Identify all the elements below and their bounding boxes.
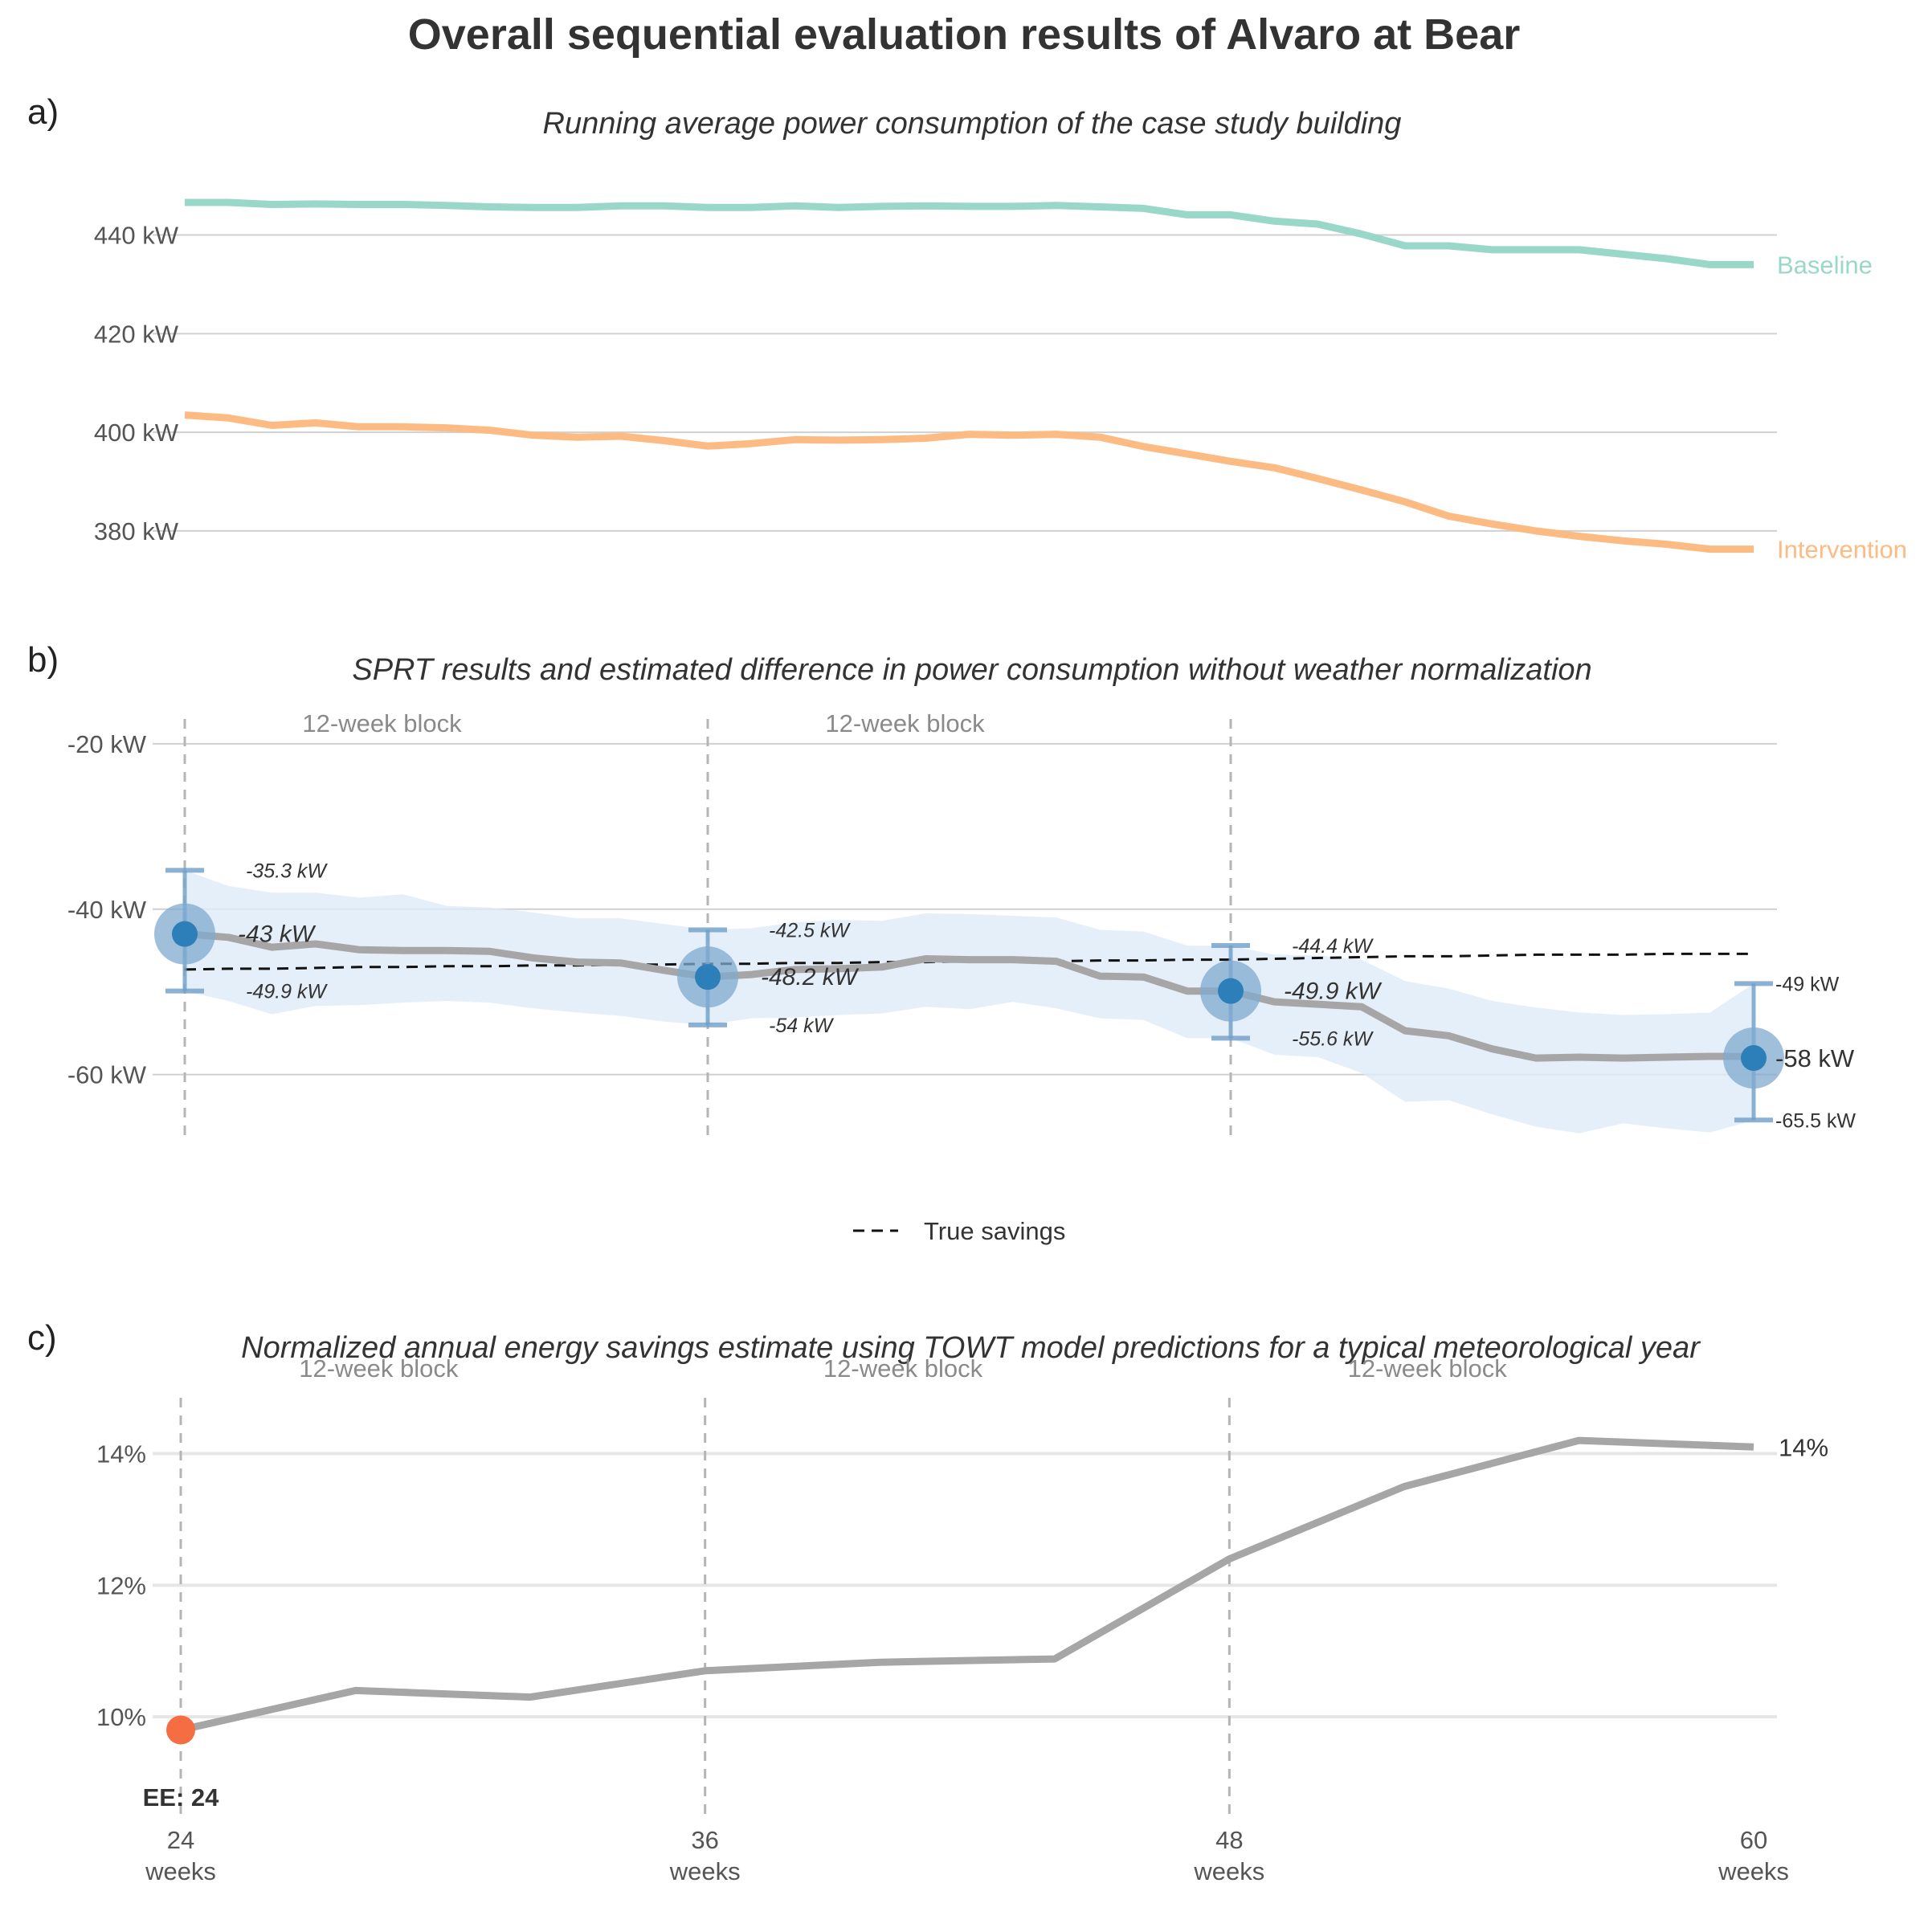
- panel-b-estimate-label: -48.2 kW: [761, 964, 860, 991]
- legend-true-savings-label: True savings: [924, 1217, 1065, 1245]
- panel-b-estimate-label: -43 kW: [238, 921, 317, 948]
- panel-c-normalized-savings: c) Normalized annual energy savings esti…: [27, 1318, 1828, 1885]
- panel-a-series-label-1: Intervention: [1777, 536, 1907, 564]
- panel-c-x-tick-value: 60: [1740, 1826, 1767, 1854]
- panel-b-lower-label: -65.5 kW: [1775, 1109, 1856, 1132]
- panel-b-sprt-results: b) SPRT results and estimated difference…: [27, 640, 1856, 1245]
- panel-b-y-tick-label: -40 kW: [67, 896, 147, 924]
- panel-a-y-tick-label: 440 kW: [94, 222, 179, 250]
- panel-b-y-ticks: -20 kW -40 kW -60 kW: [67, 730, 147, 1089]
- panel-c-y-tick-label: 12%: [96, 1571, 146, 1599]
- panel-c-x-tick-value: 24: [167, 1826, 194, 1854]
- panel-b-point: [172, 921, 198, 947]
- panel-a-power-consumption: a) Running average power consumption of …: [27, 92, 1907, 564]
- panel-b-legend: True savings: [853, 1217, 1065, 1245]
- panel-a-y-tick-label: 400 kW: [94, 419, 179, 447]
- panel-c-y-tick-label: 10%: [96, 1703, 146, 1731]
- panel-b-evaluation-points: -35.3 kW -43 kW -49.9 kW -42.5 kW -48.2 kW -5…: [154, 860, 1856, 1132]
- panel-b-upper-label: -35.3 kW: [246, 860, 328, 882]
- panel-b-block-label: 12-week block: [825, 709, 985, 737]
- panel-a-series-line-1: [184, 411, 1754, 553]
- panel-b-lines: [184, 930, 1754, 1062]
- panel-b-title: SPRT results and estimated difference in…: [352, 653, 1591, 687]
- panel-c-title: Normalized annual energy savings estimat…: [241, 1331, 1701, 1365]
- panel-b-lower-label: -55.6 kW: [1292, 1027, 1374, 1050]
- panel-a-series: Baseline Intervention: [184, 198, 1907, 564]
- panel-c-y-ticks: 10% 12% 14%: [96, 1440, 146, 1732]
- panel-b-estimate-line: [184, 930, 1754, 1062]
- panel-c-savings-line: [180, 1436, 1754, 1734]
- panel-b-upper-label: -44.4 kW: [1292, 935, 1374, 958]
- panel-a-y-tick-label: 380 kW: [94, 517, 179, 545]
- panel-c-block-label: 12-week block: [823, 1354, 983, 1383]
- panel-b-block-label: 12-week block: [302, 709, 462, 737]
- panel-a-series-line-0: [185, 198, 1754, 268]
- panel-c-end-label: 14%: [1779, 1433, 1828, 1461]
- panel-b-y-tick-label: -20 kW: [67, 730, 147, 758]
- panel-c-line: EE: 24 14%: [143, 1433, 1828, 1812]
- panel-b-y-tick-label: -60 kW: [67, 1061, 147, 1089]
- panel-c-gridlines: [153, 1452, 1777, 1719]
- panel-b-point: [1218, 978, 1244, 1004]
- panel-c-y-tick-label: 14%: [96, 1440, 146, 1468]
- panel-b-ci-band: [185, 870, 1754, 1133]
- panel-b-estimate-label: -49.9 kW: [1284, 978, 1383, 1005]
- panel-c-early-evaluation-label: EE: 24: [143, 1783, 220, 1812]
- panel-b-upper-label: -42.5 kW: [769, 920, 851, 942]
- panel-c-letter: c): [27, 1318, 57, 1358]
- panel-a-y-ticks: 380 kW 400 kW 420 kW 440 kW: [94, 222, 179, 545]
- panel-b-lower-label: -54 kW: [769, 1015, 835, 1037]
- panel-a-y-tick-label: 420 kW: [94, 320, 179, 348]
- panel-c-x-tick-unit: weeks: [1193, 1857, 1264, 1885]
- panel-a-gridlines: [153, 234, 1777, 532]
- panel-c-block-label: 12-week block: [1348, 1354, 1508, 1383]
- panel-b-point: [1741, 1045, 1767, 1072]
- panel-b-letter: b): [27, 640, 59, 680]
- panel-c-x-tick-unit: weeks: [145, 1857, 216, 1885]
- panel-b-estimate-label: -58 kW: [1775, 1044, 1855, 1072]
- panel-a-series-label-0: Baseline: [1777, 251, 1873, 279]
- panel-c-early-evaluation-point: [166, 1715, 195, 1745]
- panel-a-title: Running average power consumption of the…: [543, 107, 1402, 141]
- panel-c-block-label: 12-week block: [299, 1354, 459, 1383]
- panel-b-point: [695, 964, 721, 991]
- page-title: Overall sequential evaluation results of…: [407, 10, 1521, 59]
- panel-c-block-markers: 12-week block 12-week block 12-week block: [179, 1354, 1508, 1817]
- panel-b-confidence-band: [185, 870, 1754, 1133]
- panel-c-x-tick-unit: weeks: [1718, 1857, 1789, 1885]
- panel-c-x-tick-value: 48: [1215, 1826, 1243, 1854]
- panel-a-letter: a): [27, 92, 59, 132]
- panel-c-x-tick-value: 36: [691, 1826, 718, 1854]
- panel-c-x-ticks: 24 weeks 36 weeks 48 weeks 60 weeks: [145, 1826, 1789, 1885]
- panel-b-block-markers: 12-week block 12-week block: [183, 709, 1232, 1141]
- panel-b-lower-label: -49.9 kW: [246, 981, 328, 1003]
- panel-c-x-tick-unit: weeks: [669, 1857, 741, 1885]
- panel-b-upper-label: -49 kW: [1775, 973, 1840, 995]
